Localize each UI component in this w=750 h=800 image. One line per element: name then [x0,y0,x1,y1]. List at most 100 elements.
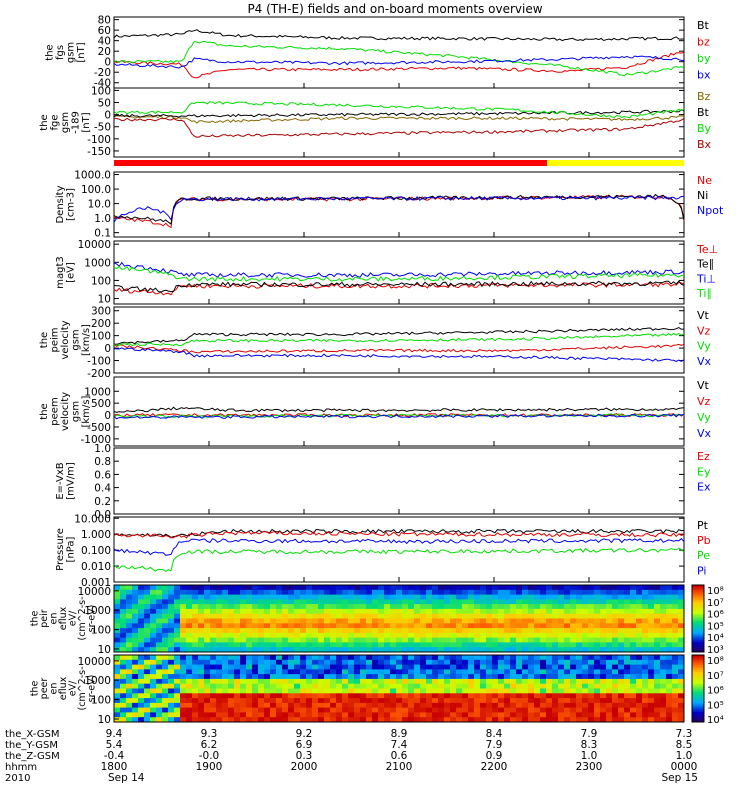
spectrogram-cell [384,683,391,689]
spectrogram-cell [564,623,571,629]
spectrogram-cell [456,683,463,689]
spectrogram-cell [630,678,637,685]
spectrogram-cell [462,604,469,610]
spectrogram-cell [276,678,283,685]
spectrogram-cell [534,623,541,629]
spectrogram-cell [432,628,439,634]
spectrogram-cell [516,678,523,685]
spectrogram-cell [366,688,373,694]
spectrogram-cell [204,702,211,709]
spectrogram-cell [330,647,337,653]
spectrogram-cell [186,664,193,670]
spectrogram-cell [222,664,229,670]
spectrogram-cell [378,608,385,615]
spectrogram-cell [414,683,421,689]
spectrogram-cell [114,664,121,670]
spectrogram-cell [168,637,175,643]
series-pressure-3 [113,537,685,556]
spectrogram-cell [234,637,241,643]
spectrogram-cell [552,613,559,619]
colorbar-cell [692,593,704,596]
spectrogram-cell [330,655,337,661]
spectrogram-cell [444,683,451,689]
spectrogram-cell [666,712,673,718]
spectrogram-cell [312,698,319,704]
spectrogram-cell [210,698,217,704]
spectrogram-cell [498,585,505,591]
spectrogram-cell [468,655,475,661]
spectrogram-cell [240,688,247,694]
spectrogram-cell [336,623,343,629]
spectrogram-cell [264,655,271,661]
spectrogram-cell [330,642,337,648]
spectrogram-cell [420,647,427,653]
spectrogram-cell [480,683,487,689]
spectrogram-cell [216,669,223,675]
spectrogram-cell [654,642,661,648]
series-peem-0 [113,406,685,413]
spectrogram-cell [222,608,229,615]
spectrogram-cell [414,717,421,723]
spectrogram-cell [426,618,433,624]
spectrogram-cell [576,712,583,718]
spectrogram-cell [504,589,511,596]
spectrogram-cell [294,698,301,704]
spectrogram-cell [606,642,613,648]
spectrogram-cell [624,674,631,680]
spectrogram-cell [378,589,385,596]
spectrogram-cell [150,604,157,610]
spectrogram-cell [234,707,241,713]
spectrogram-cell [606,618,613,624]
spectrogram-cell [390,618,397,624]
spectrogram-cell [354,585,361,591]
spectrogram-cell [660,647,667,653]
spectrogram-cell [342,623,349,629]
spectrogram-cell [402,693,409,699]
spectrogram-cell [126,623,133,629]
spectrogram-cell [138,618,145,624]
spectrogram-cell [672,655,679,661]
spectrogram-cell [504,659,511,666]
colorbar-cell [692,631,704,635]
spectrogram-cell [396,698,403,704]
spectrogram-cell [258,693,265,699]
spectrogram-cell [312,688,319,694]
spectrogram-cell [672,659,679,666]
spectrogram-cell [456,693,463,699]
spectrogram-cell [606,589,613,596]
spectrogram-cell [438,659,445,666]
spectrogram-cell [246,604,253,610]
spectrogram-cell [258,674,265,680]
spectrogram-cell [318,717,325,723]
spectrogram-cell [228,628,235,634]
spectrogram-cell [570,688,577,694]
spectrogram-cell [600,589,607,596]
colorbar-cell [692,690,704,693]
spectrogram-cell [198,693,205,699]
spectrogram-cell [540,604,547,610]
spectrogram-cell [174,613,181,619]
spectrogram-cell [450,637,457,643]
spectrogram-cell [432,698,439,704]
spectrogram-cell [216,623,223,629]
spectrogram-cell [660,707,667,713]
spectrogram-cell [480,693,487,699]
spectrogram-cell [576,604,583,610]
spectrogram-cell [504,608,511,615]
spectrogram-cell [126,717,133,723]
colorbar-cell [692,700,704,703]
spectrogram-cell [522,599,529,605]
spectrogram-cell [168,702,175,709]
spectrogram-cell [270,632,277,639]
spectrogram-cell [660,698,667,704]
spectrogram-cell [312,585,319,591]
colorbar-cell [692,720,704,723]
spectrogram-cell [144,628,151,634]
spectrogram-cell [390,613,397,619]
spectrogram-cell [210,688,217,694]
spectrogram-cell [666,693,673,699]
spectrogram-cell [654,613,661,619]
spectrogram-cell [384,669,391,675]
spectrogram-cell [660,678,667,685]
spectrogram-cell [438,585,445,591]
